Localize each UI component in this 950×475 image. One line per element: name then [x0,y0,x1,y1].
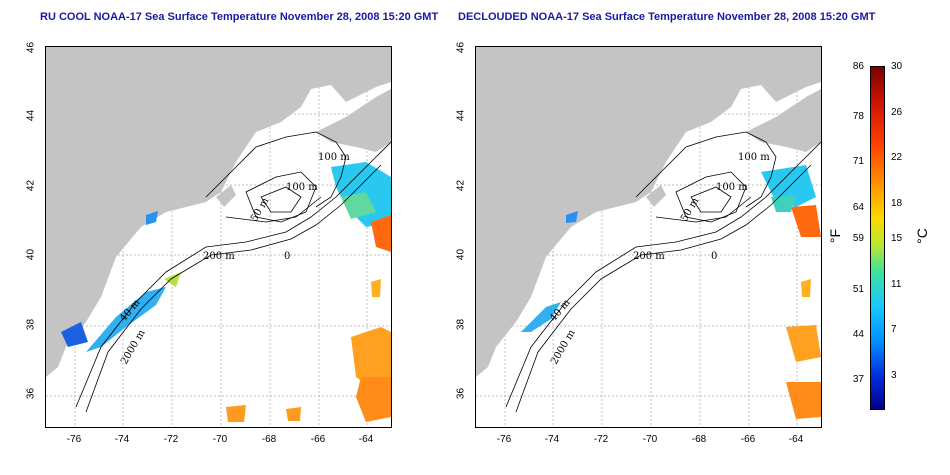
lon-tick: -66 [740,434,756,445]
celsius-tick: 15 [891,233,903,244]
lat-tick: 44 [455,109,467,122]
lon-tick: -72 [163,434,179,445]
contour-label-100m-a: 100 m [318,152,350,163]
celsius-tick: 7 [891,324,897,335]
contour-label-100m-b: 100 m [286,182,318,193]
lon-tick: -70 [642,434,658,445]
fahrenheit-tick: 78 [852,111,864,122]
left-map-title: RU COOL NOAA-17 Sea Surface Temperature … [40,11,439,23]
lon-tick: -64 [788,434,804,445]
fahrenheit-tick: 71 [852,156,864,167]
celsius-tick: 18 [891,198,903,209]
fahrenheit-tick: 51 [852,284,864,295]
celsius-tick: 11 [891,279,902,290]
fahrenheit-tick: 64 [852,202,864,213]
lon-tick: -74 [114,434,130,445]
lat-tick: 46 [25,41,37,54]
cape-cod-land [216,185,236,207]
lat-tick: 38 [455,318,467,331]
lon-tick: -66 [310,434,326,445]
lon-tick: -70 [212,434,228,445]
celsius-tick: 26 [891,107,903,118]
contour-label-200m: 200 m [633,251,665,262]
contour-label-200m: 200 m [203,251,235,262]
contour-label-2000m: 2000 m [549,328,578,367]
lat-tick: 36 [25,387,37,400]
left-sst-map: 100 m 100 m 50 m 200 m 40 m 2000 m 0 [45,46,392,428]
contour-label-100m-b: 100 m [716,182,748,193]
nova-scotia-land [316,89,391,152]
lat-tick: 38 [25,318,37,331]
lat-tick: 46 [455,41,467,54]
contour-label-zero: 0 [284,251,290,262]
land-mass [46,47,391,377]
lon-tick: -64 [358,434,374,445]
depth-contours [505,131,821,413]
lon-tick: -76 [496,434,512,445]
lon-tick: -72 [593,434,609,445]
lat-tick: 36 [455,387,467,400]
lon-tick: -68 [691,434,707,445]
depth-contours [75,131,391,413]
contour-label-2000m: 2000 m [119,328,148,367]
fahrenheit-unit-label: °F [827,228,844,244]
celsius-unit-label: °C [913,228,930,244]
lat-tick: 42 [25,179,37,192]
contour-label-100m-a: 100 m [738,152,770,163]
nova-scotia-land [746,89,821,152]
lon-tick: -68 [261,434,277,445]
cape-cod-land [646,185,666,207]
contour-label-zero: 0 [711,251,717,262]
land-mass [476,47,821,377]
sst-patches [521,165,821,419]
celsius-tick: 30 [891,61,903,72]
temperature-colorbar [870,66,885,410]
lat-tick: 40 [455,248,467,261]
fahrenheit-tick: 59 [852,233,864,244]
fahrenheit-tick: 86 [852,61,864,72]
sst-patches [61,162,391,422]
celsius-tick: 22 [891,152,903,163]
lat-tick: 40 [25,248,37,261]
lat-tick: 42 [455,179,467,192]
fahrenheit-tick: 44 [852,329,864,340]
fahrenheit-tick: 37 [852,374,864,385]
celsius-tick: 3 [891,370,897,381]
right-map-title: DECLOUDED NOAA-17 Sea Surface Temperatur… [458,11,876,23]
lon-tick: -76 [66,434,82,445]
lat-tick: 44 [25,109,37,122]
right-sst-map: 100 m 100 m 50 m 200 m 40 m 2000 m 0 [475,46,822,428]
lon-tick: -74 [544,434,560,445]
